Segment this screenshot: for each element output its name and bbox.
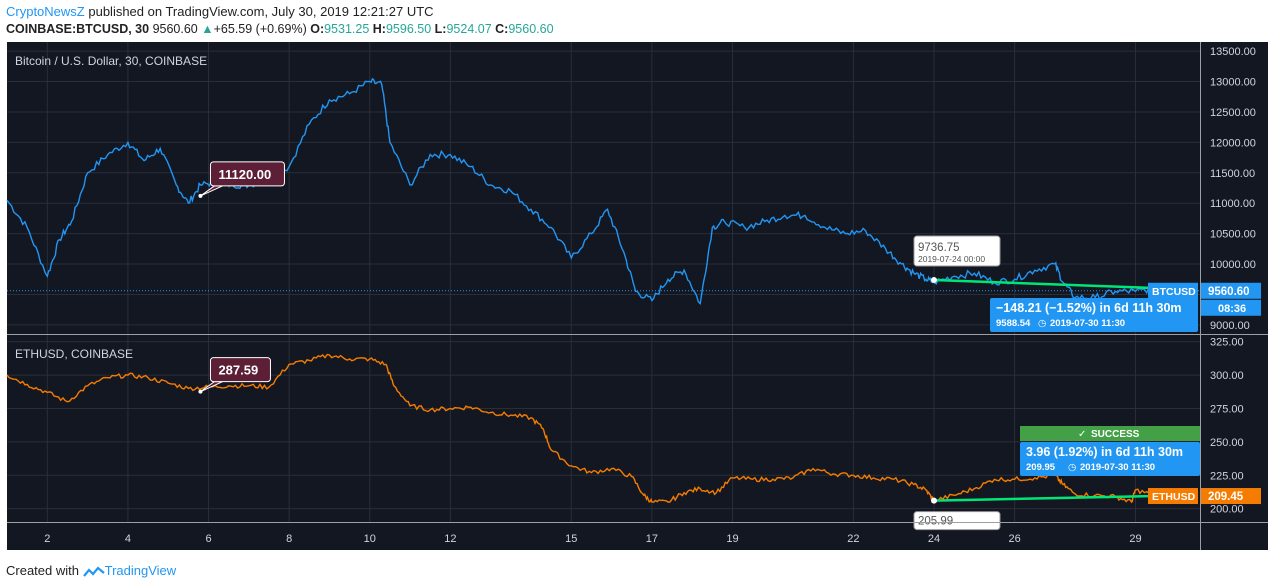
y-tick-label: 13000.00 xyxy=(1210,77,1256,89)
y-tick-label: 12500.00 xyxy=(1210,107,1256,119)
created-text: Created with xyxy=(6,563,79,578)
y-tick-label: 11500.00 xyxy=(1210,168,1255,180)
last-price-tag xyxy=(1201,488,1261,505)
trend-line xyxy=(933,278,1184,291)
x-tick-label: 15 xyxy=(565,533,577,545)
open-label: O: xyxy=(310,22,325,36)
y-tick-label: 300.00 xyxy=(1210,370,1244,382)
low-label: L: xyxy=(434,22,447,36)
measure-box xyxy=(1020,442,1200,476)
close-label: C: xyxy=(495,22,509,36)
y-tick-label: 9000.00 xyxy=(1210,320,1250,332)
x-tick-label: 29 xyxy=(1129,533,1141,545)
y-tick-label: 225.00 xyxy=(1210,470,1244,482)
x-tick-label: 22 xyxy=(847,533,859,545)
low-value: 9524.07 xyxy=(446,22,492,36)
measure-label: −148.21 (−1.52%) in 6d 11h 30m xyxy=(996,301,1182,315)
last-price-tag xyxy=(1201,282,1261,299)
status-label: SUCCESS xyxy=(1091,429,1140,440)
x-tick-label: 6 xyxy=(205,533,211,545)
last-price-label: 209.45 xyxy=(1208,491,1244,503)
y-tick-label: 275.00 xyxy=(1210,403,1244,415)
annotation-label: 11120.00 xyxy=(218,167,271,182)
annotation-box xyxy=(913,511,1001,531)
author-link[interactable]: CryptoNewsZ xyxy=(6,4,85,19)
trend-line xyxy=(933,494,1184,502)
open-value: 9531.25 xyxy=(324,22,370,36)
trend-start-point xyxy=(930,497,937,504)
x-tick-label: 4 xyxy=(125,533,131,545)
close-value: 9560.60 xyxy=(508,22,554,36)
annotation-label: 205.99 xyxy=(918,516,953,528)
y-tick-label: 325.00 xyxy=(1210,337,1244,349)
countdown-tag xyxy=(1201,299,1261,316)
high-value: 9596.50 xyxy=(385,22,432,36)
annotation-label: 287.59 xyxy=(218,363,258,378)
tradingview-link[interactable]: TradingView xyxy=(104,563,177,578)
tradingview-logo-icon xyxy=(82,566,105,577)
x-tick-label: 17 xyxy=(646,533,658,545)
annotation-label: 9736.75 xyxy=(918,242,960,254)
ohlc-line: COINBASE:BTCUSD, 30 9560.60 ▲+65.59 (+0.… xyxy=(6,22,554,36)
symbol-label: COINBASE:BTCUSD, 30 xyxy=(6,22,150,36)
measure-label: 3.96 (1.92%) in 6d 11h 30m xyxy=(1026,445,1183,459)
change-arrow-icon: ▲ xyxy=(201,22,214,36)
x-tick-label: 12 xyxy=(444,533,456,545)
x-tick-label: 24 xyxy=(928,533,940,545)
success-check-icon: ✓ xyxy=(1078,429,1086,440)
y-tick-label: 11000.00 xyxy=(1210,198,1255,210)
symbol-tag-label: BTCUSD xyxy=(1152,286,1196,298)
last-price-label: 9560.60 xyxy=(1208,286,1250,298)
measure-value: 209.95 xyxy=(1026,462,1056,473)
pane-title: ETHUSD, COINBASE xyxy=(15,347,133,361)
measure-value: 9588.54 xyxy=(996,318,1031,329)
x-tick-label: 26 xyxy=(1008,533,1020,545)
measure-box xyxy=(990,298,1198,332)
annotation-box xyxy=(913,235,1001,267)
y-tick-label: 200.00 xyxy=(1210,504,1244,516)
measure-date: 2019-07-30 11:30 xyxy=(1080,462,1155,473)
last-price: 9560.60 xyxy=(152,22,198,36)
countdown-label: 08:36 xyxy=(1218,303,1246,315)
publish-info: CryptoNewsZ published on TradingView.com… xyxy=(6,4,434,19)
y-tick-label: 10000.00 xyxy=(1210,259,1256,271)
pane-title: Bitcoin / U.S. Dollar, 30, COINBASE xyxy=(15,54,207,68)
annotation-box xyxy=(209,161,285,187)
price-line-eth xyxy=(6,353,1180,504)
x-tick-label: 19 xyxy=(726,533,738,545)
clock-icon: ◷ xyxy=(1068,462,1077,473)
symbol-tag-label: ETHUSD xyxy=(1152,491,1196,503)
publish-text: published on TradingView.com, July 30, 2… xyxy=(84,4,434,19)
y-tick-label: 250.00 xyxy=(1210,437,1244,449)
price-line-btc xyxy=(6,77,1181,306)
annotation-point xyxy=(198,389,203,394)
symbol-tag xyxy=(1148,282,1198,299)
trend-start-point xyxy=(930,277,937,284)
y-tick-label: 12000.00 xyxy=(1210,137,1256,149)
change-value: +65.59 (+0.69%) xyxy=(213,22,307,36)
x-tick-label: 8 xyxy=(286,533,292,545)
x-tick-label: 10 xyxy=(364,533,376,545)
footer: Created with TradingView xyxy=(6,563,176,578)
annotation-date: 2019-07-24 00:00 xyxy=(918,254,985,264)
y-tick-label: 13500.00 xyxy=(1210,46,1256,58)
clock-icon: ◷ xyxy=(1038,318,1047,329)
symbol-tag xyxy=(1148,488,1198,505)
x-tick-label: 2 xyxy=(44,533,50,545)
high-label: H: xyxy=(372,22,386,36)
measure-date: 2019-07-30 11:30 xyxy=(1050,318,1125,329)
status-badge xyxy=(1020,426,1200,441)
y-tick-label: 10500.00 xyxy=(1210,229,1256,241)
annotation-point xyxy=(198,193,203,198)
annotation-box xyxy=(209,357,271,383)
